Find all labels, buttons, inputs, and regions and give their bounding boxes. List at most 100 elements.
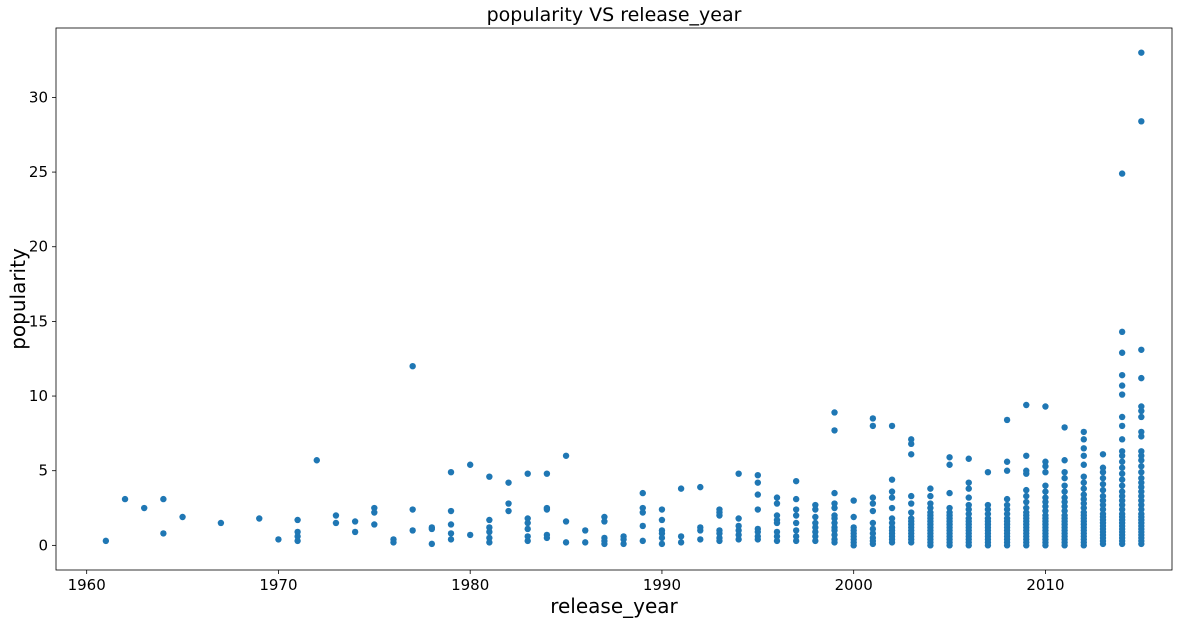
data-point <box>927 492 934 500</box>
data-point <box>1061 488 1068 495</box>
data-point <box>371 504 378 512</box>
data-point <box>217 519 225 527</box>
data-point <box>773 533 781 540</box>
data-point <box>1118 501 1126 509</box>
data-point <box>409 527 416 534</box>
data-point <box>792 519 800 527</box>
data-point <box>1003 467 1011 474</box>
data-point <box>1080 428 1087 436</box>
data-point <box>486 516 493 524</box>
plot-area <box>102 49 1145 549</box>
data-point <box>371 509 378 516</box>
data-point <box>1118 170 1126 177</box>
data-point <box>351 518 359 525</box>
data-point <box>1042 458 1049 465</box>
data-point <box>1138 501 1145 509</box>
data-point <box>908 436 915 443</box>
data-point <box>466 461 474 468</box>
data-point <box>869 415 877 422</box>
data-point <box>927 500 934 507</box>
data-point <box>869 507 877 515</box>
data-point <box>486 524 493 531</box>
data-point <box>1023 492 1030 500</box>
data-point <box>294 516 301 524</box>
data-point <box>1061 503 1068 510</box>
data-point <box>927 542 934 549</box>
data-point <box>812 537 819 545</box>
data-point <box>792 495 800 503</box>
y-tick-label: 20 <box>29 238 48 256</box>
data-point <box>831 427 838 434</box>
data-point <box>543 470 551 477</box>
data-point <box>1118 452 1126 459</box>
data-point <box>294 528 301 536</box>
data-point <box>965 485 972 492</box>
data-point <box>888 488 896 495</box>
data-point <box>1042 494 1049 501</box>
data-point <box>639 504 646 512</box>
data-point <box>754 491 762 498</box>
data-point <box>1138 118 1145 125</box>
data-point <box>1003 416 1011 424</box>
data-point <box>658 506 666 513</box>
data-point <box>1118 470 1126 477</box>
data-point <box>984 469 992 476</box>
data-point <box>447 536 455 543</box>
data-point <box>1042 498 1049 506</box>
data-point <box>869 530 877 537</box>
data-point <box>543 506 551 513</box>
data-point <box>735 522 742 530</box>
data-point <box>946 542 953 549</box>
data-point <box>1099 501 1107 509</box>
data-point <box>812 519 819 527</box>
data-point <box>1080 495 1087 503</box>
data-point <box>831 519 838 527</box>
data-point <box>908 500 915 507</box>
data-point <box>850 542 857 549</box>
x-axis-title: release_year <box>550 594 678 618</box>
data-point <box>1023 470 1030 477</box>
data-point <box>754 506 762 513</box>
data-point <box>1061 498 1068 506</box>
data-point <box>505 500 512 507</box>
data-point <box>141 504 148 512</box>
x-tick-label: 2010 <box>1026 576 1064 594</box>
data-point <box>888 476 896 483</box>
data-point <box>965 479 972 486</box>
data-point <box>1138 540 1145 548</box>
data-point <box>697 483 704 491</box>
data-point <box>1138 448 1145 455</box>
data-point <box>831 531 838 539</box>
data-point <box>543 534 551 542</box>
data-point <box>1080 491 1087 498</box>
data-point <box>1003 506 1011 513</box>
x-tick-label: 1970 <box>259 576 297 594</box>
data-point <box>447 521 455 528</box>
data-point <box>1061 469 1068 476</box>
data-point <box>773 512 781 519</box>
data-point <box>601 540 608 548</box>
data-point <box>697 527 704 534</box>
data-point <box>1061 424 1068 431</box>
data-point <box>1118 488 1126 495</box>
data-point <box>562 539 570 546</box>
data-point <box>984 542 992 549</box>
data-point <box>1042 488 1049 495</box>
data-point <box>428 525 436 533</box>
data-point <box>754 528 762 536</box>
data-point <box>601 513 608 521</box>
data-point <box>1099 506 1107 513</box>
data-point <box>1118 371 1126 379</box>
data-point <box>160 495 167 503</box>
data-point <box>1061 494 1068 501</box>
data-point <box>102 537 110 545</box>
data-point <box>1099 474 1107 482</box>
data-point <box>447 507 455 515</box>
data-point <box>1138 49 1145 56</box>
data-point <box>946 489 953 497</box>
data-point <box>1061 542 1068 549</box>
data-point <box>735 531 742 539</box>
data-point <box>773 537 781 545</box>
data-point <box>792 537 800 545</box>
data-point <box>888 515 896 522</box>
